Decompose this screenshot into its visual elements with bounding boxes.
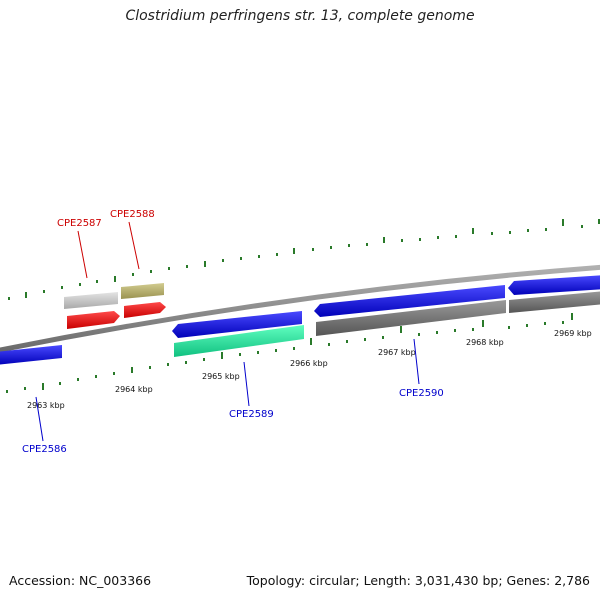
gene-cpe2590-arrow (314, 285, 505, 317)
inner-tick-track (6, 313, 573, 393)
genome-stats-text: Topology: circular; Length: 3,031,430 bp… (246, 573, 590, 588)
gene-lower-right (509, 291, 600, 313)
gene-label-cpe2588: CPE2588 (110, 209, 155, 220)
leader-cpe2588 (128, 221, 140, 270)
leader-cpe2589 (243, 361, 250, 407)
gene-cpe2590-lower (316, 300, 506, 336)
gene-cpe2589-arrow (172, 311, 302, 338)
tick-label-2968: 2968 kbp (466, 338, 504, 347)
map-title: Clostridium perfringens str. 13, complet… (125, 8, 475, 24)
tick-label-2965: 2965 kbp (202, 372, 240, 381)
gene-cpe2588-upper (121, 283, 164, 299)
outer-tick-track (8, 219, 600, 300)
gene-cpe2589-lower (174, 325, 304, 357)
tick-label-2964: 2964 kbp (115, 385, 153, 394)
gene-cpe2586-arrow (0, 345, 62, 365)
gene-label-cpe2589: CPE2589 (229, 409, 274, 420)
tick-label-2967: 2967 kbp (378, 348, 416, 357)
leader-cpe2590 (413, 338, 420, 385)
gene-cpe2587-arrow (67, 311, 120, 329)
genome-backbone (0, 264, 600, 353)
tick-label-2969: 2969 kbp (554, 329, 592, 338)
gene-label-cpe2587: CPE2587 (57, 218, 102, 229)
gene-label-cpe2586: CPE2586 (22, 444, 67, 455)
gene-label-cpe2590: CPE2590 (399, 388, 444, 399)
leader-cpe2586 (35, 396, 44, 442)
gene-cpe2587-upper (64, 292, 118, 309)
leader-cpe2587 (77, 230, 88, 279)
gene-cpe2588-arrow (124, 302, 166, 318)
tick-label-2966: 2966 kbp (290, 359, 328, 368)
accession-text: Accession: NC_003366 (9, 573, 152, 588)
gene-forward-right (508, 275, 600, 295)
tick-label-2963: 2963 kbp (27, 401, 65, 410)
